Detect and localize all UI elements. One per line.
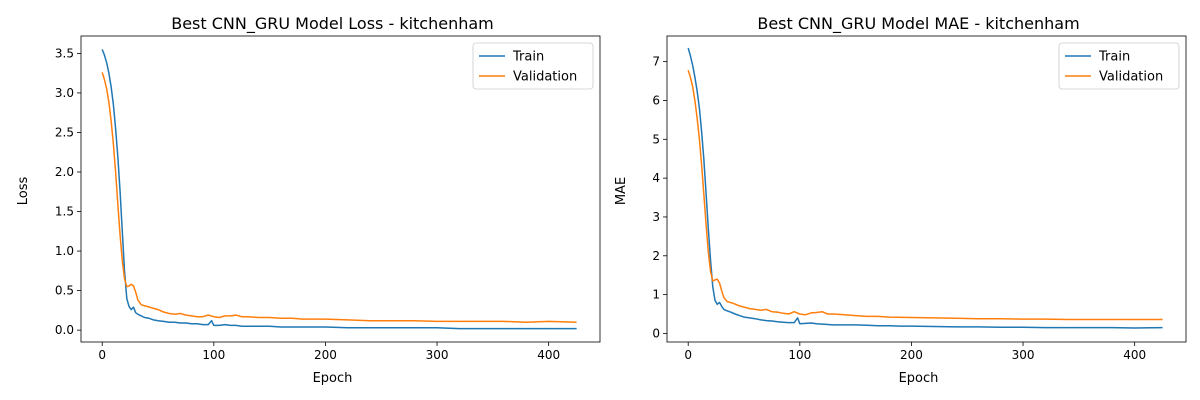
loss-series-train-line (101, 49, 577, 330)
mae-xtick-label: 200 (900, 348, 923, 362)
mae-ytick-label: 5 (652, 132, 660, 146)
mae-ytick-label: 4 (652, 171, 660, 185)
mae-ytick-label: 2 (652, 249, 660, 263)
loss-series-group (101, 49, 577, 330)
loss-ytick-label: 0.0 (55, 323, 74, 337)
mae-xtick-label: 100 (788, 348, 811, 362)
loss-legend-label-train: Train (512, 50, 544, 65)
mae-ytick-label: 1 (652, 288, 660, 302)
loss-legend-box (472, 42, 594, 90)
loss-axes-frame (80, 35, 601, 343)
mae-legend: Train Validation (1058, 42, 1180, 90)
loss-ytick-label: 0.5 (55, 284, 74, 298)
loss-xtick-label: 400 (537, 348, 560, 362)
loss-xtick-label: 200 (314, 348, 337, 362)
mae-chart-title: Best CNN_GRU Model MAE - kitchenham (757, 14, 1079, 34)
mae-legend-label-validation: Validation (1099, 70, 1163, 85)
mae-series-validation-line (687, 69, 1163, 321)
mae-series-group (687, 47, 1163, 329)
mae-legend-label-train: Train (1098, 50, 1130, 65)
mae-chart: Best CNN_GRU Model MAE - kitchenham Epoc… (614, 14, 1187, 386)
mae-ytick-label: 6 (652, 93, 660, 107)
loss-ytick-label: 1.0 (55, 244, 74, 258)
mae-xtick-label: 400 (1123, 348, 1146, 362)
loss-ytick-label: 2.0 (55, 165, 74, 179)
loss-legend-label-validation: Validation (513, 70, 577, 85)
loss-legend: Train Validation (472, 42, 594, 90)
loss-chart: Best CNN_GRU Model Loss - kitchenham Epo… (16, 14, 601, 386)
mae-ytick-label: 0 (652, 326, 660, 340)
loss-chart-title: Best CNN_GRU Model Loss - kitchenham (171, 14, 494, 34)
mae-xtick-label: 300 (1012, 348, 1035, 362)
mae-ytick-label: 3 (652, 210, 660, 224)
mae-chart-xlabel: Epoch (899, 371, 939, 386)
loss-xtick-label: 0 (98, 348, 106, 362)
loss-ytick-label: 3.0 (55, 86, 74, 100)
loss-chart-ylabel: Loss (16, 177, 31, 206)
loss-xtick-label: 300 (426, 348, 449, 362)
mae-axes-frame (666, 35, 1187, 343)
loss-chart-xlabel: Epoch (313, 371, 353, 386)
loss-ytick-label: 2.5 (55, 125, 74, 139)
loss-series-validation-line (101, 72, 577, 323)
mae-xtick-label: 0 (684, 348, 692, 362)
mae-chart-ylabel: MAE (614, 177, 629, 205)
loss-xtick-label: 100 (202, 348, 225, 362)
loss-ytick-label: 1.5 (55, 205, 74, 219)
mae-ytick-label: 7 (652, 55, 660, 69)
loss-ytick-label: 3.5 (55, 46, 74, 60)
mae-legend-box (1058, 42, 1180, 90)
mae-series-train-line (687, 47, 1163, 329)
